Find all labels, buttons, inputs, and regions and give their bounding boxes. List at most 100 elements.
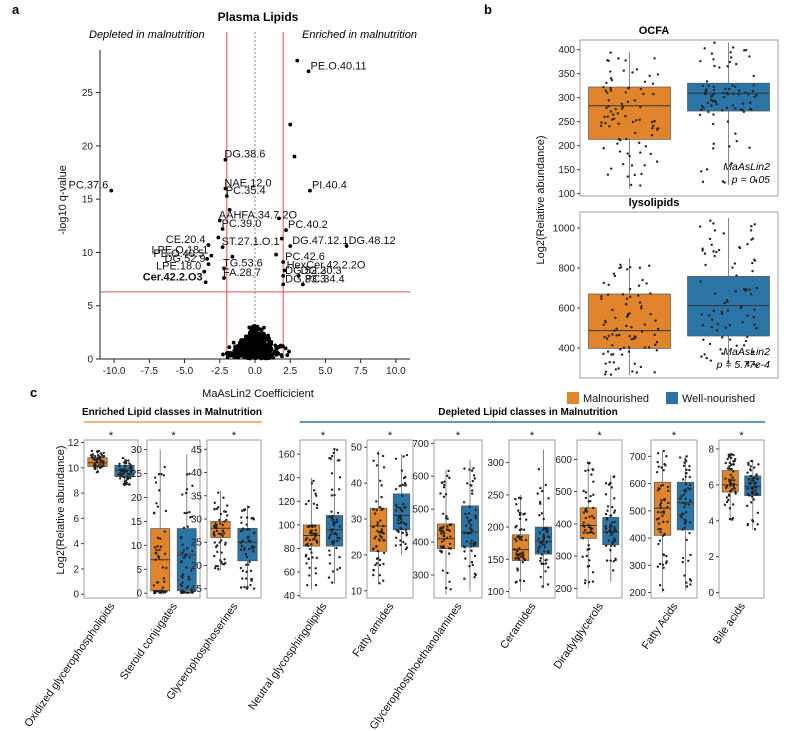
lipid-class-point	[128, 462, 131, 465]
ocfa-point	[729, 56, 733, 59]
lipid-class-point	[466, 482, 469, 485]
lipid-class-point	[584, 516, 588, 520]
significance-marker: *	[109, 430, 114, 442]
lipid-class-point	[102, 454, 106, 458]
lipid-class-point	[181, 590, 184, 593]
lipid-class-point	[338, 566, 342, 570]
lipid-class-y-tick-label: 250	[487, 490, 504, 501]
lipid-class-point	[729, 489, 732, 493]
lipid-class-point	[733, 478, 736, 482]
volcano-point	[265, 337, 270, 341]
lipid-class-point	[659, 504, 662, 507]
lipid-class-point	[102, 451, 106, 455]
lipid-class-y-tick-label: 200	[555, 584, 572, 595]
lipid-class-point	[250, 545, 254, 548]
significance-marker: *	[456, 430, 461, 442]
lipid-class-point	[754, 492, 758, 496]
volcano-point-label: DG.52.9	[165, 253, 206, 265]
lipid-class-point	[658, 539, 662, 542]
lysolipids-point	[625, 268, 629, 271]
lipid-class-point	[375, 562, 379, 565]
ocfa-point	[610, 78, 614, 82]
lipid-class-point	[539, 559, 542, 563]
lipid-class-point	[517, 547, 521, 550]
lysolipids-point	[655, 349, 659, 352]
ocfa-point	[731, 46, 735, 49]
lipid-class-point	[685, 581, 688, 584]
lipid-class-point	[312, 502, 316, 506]
lipid-class-point	[661, 588, 665, 592]
lysolipids-point	[606, 293, 610, 296]
lipid-class-point	[752, 479, 755, 483]
ocfa-point	[635, 68, 639, 71]
lipid-class-point	[656, 510, 660, 514]
lipid-class-point	[463, 531, 466, 535]
lysolipids-point	[745, 362, 749, 365]
lipid-class-point	[542, 562, 545, 566]
lipid-class-box	[744, 475, 762, 497]
lipid-class-point	[191, 515, 194, 518]
lipid-class-label: Fatty amides	[351, 600, 397, 659]
lipid-class-point	[314, 492, 317, 495]
lipid-class-point	[613, 537, 616, 540]
lipid-class-point	[382, 466, 386, 469]
volcano-point	[279, 236, 284, 241]
lysolipids-point	[705, 356, 708, 360]
lipid-class-point	[187, 575, 190, 579]
lipid-class-point	[473, 572, 477, 576]
lysolipids-point	[723, 301, 726, 305]
lipid-class-point	[337, 488, 341, 491]
volcano-point	[254, 345, 258, 350]
lipid-class-point	[308, 547, 312, 551]
lipid-class-point	[375, 545, 378, 548]
lipid-class-box	[237, 527, 258, 562]
ocfa-point	[639, 87, 643, 91]
lipid-class-point	[728, 479, 731, 483]
lipid-class-point	[468, 505, 471, 509]
lysolipids-point	[654, 319, 657, 322]
lysolipids-point	[643, 346, 646, 349]
lipid-class-point	[336, 568, 339, 571]
volcano-point	[231, 340, 236, 345]
lipid-class-point	[156, 505, 160, 508]
lipid-class-point	[402, 540, 405, 544]
lipid-class-point	[304, 555, 308, 558]
significance-marker: *	[597, 430, 602, 442]
lipid-class-point	[335, 520, 339, 524]
ocfa-point	[626, 152, 629, 155]
lipid-class-point	[517, 553, 520, 556]
lysolipids-point	[750, 292, 753, 296]
lipid-class-point	[687, 559, 690, 562]
lipid-class-point	[330, 510, 333, 513]
lipid-class-point	[373, 512, 377, 515]
volcano-point	[250, 354, 255, 359]
lipid-class-point	[314, 567, 317, 570]
lipid-class-point	[688, 521, 692, 524]
lipid-class-point	[689, 579, 693, 582]
lipid-class-point	[225, 504, 229, 507]
ocfa-point	[730, 162, 733, 165]
ocfa-point	[712, 142, 715, 145]
lysolipids-point	[625, 297, 629, 300]
lipid-class-point	[587, 523, 590, 527]
lysolipids-point	[755, 327, 758, 330]
volcano-point	[263, 352, 268, 357]
lysolipids-point	[654, 343, 657, 346]
lysolipids-boxplot: lysolipids MaAsLin2 p = 5.77e-4 400 600 80…	[553, 197, 779, 379]
lipid-class-point	[584, 509, 587, 512]
ocfa-point	[618, 150, 622, 153]
lipid-class-point	[401, 531, 405, 535]
volcano-point	[258, 334, 263, 339]
lipid-class-panel: 0 2 4 6 8 * Bile acids	[708, 430, 765, 646]
lipid-class-point	[728, 461, 732, 465]
volcano-labeled-point	[206, 243, 211, 247]
lipid-class-point	[537, 547, 540, 550]
lysolipids-point	[710, 325, 713, 329]
lipid-class-point	[213, 534, 216, 537]
lipid-class-point	[97, 454, 100, 457]
lipid-class-point	[728, 453, 731, 457]
lipid-class-point	[224, 541, 227, 544]
lipid-class-point	[304, 538, 307, 542]
lipid-class-point	[185, 488, 189, 491]
